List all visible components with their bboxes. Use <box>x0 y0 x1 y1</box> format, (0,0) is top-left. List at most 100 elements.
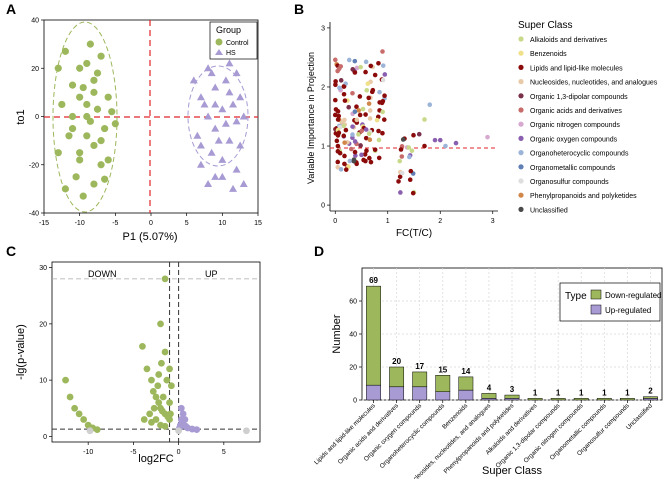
y-tick-label-a: -40 <box>29 211 39 218</box>
vip-point <box>357 94 363 99</box>
legend-title-a: Group <box>216 25 241 35</box>
vip-point <box>376 60 381 66</box>
panel-label-b: B <box>294 1 304 17</box>
x-tick-label-a: -10 <box>75 220 85 227</box>
bar-down-regulated <box>504 394 520 399</box>
vip-point <box>333 82 338 88</box>
legend-marker-b <box>518 178 524 184</box>
x-tick-label-a: 0 <box>149 220 153 227</box>
vip-point <box>367 116 373 121</box>
y-tick-label-c: 30 <box>39 265 47 272</box>
panel-label-d: D <box>314 243 324 259</box>
vip-point <box>335 117 341 122</box>
vip-point <box>407 177 413 183</box>
legend-label-b: Organic acids and derivatives <box>530 108 622 115</box>
vip-point <box>338 64 344 69</box>
legend-label-control: Control <box>226 40 249 47</box>
x-tick-label-a: 10 <box>218 220 226 227</box>
hs-point <box>218 155 227 163</box>
vip-point <box>338 167 344 172</box>
legend-label-b: Organic 1,3-dipolar compounds <box>530 94 628 101</box>
x-tick-label-b: 1 <box>386 218 390 225</box>
x-tick-label-a: -15 <box>39 220 49 227</box>
y-tick-label-b: 3 <box>321 25 325 32</box>
up-point <box>193 426 201 434</box>
vip-point <box>352 139 358 144</box>
vip-point <box>350 90 355 96</box>
vip-point <box>372 72 378 78</box>
control-point <box>111 120 119 128</box>
hs-point <box>204 64 213 72</box>
vip-point <box>363 59 369 65</box>
vip-point <box>368 63 374 69</box>
x-axis-label-c: log2FC <box>138 453 174 465</box>
vip-point <box>374 117 380 123</box>
legend-marker-hs <box>215 49 223 55</box>
legend-marker-b <box>518 79 524 85</box>
vip-point <box>357 112 363 118</box>
control-point <box>72 173 80 181</box>
down-point <box>166 399 173 407</box>
y-tick-label-d: 0 <box>353 398 357 405</box>
vip-point <box>356 108 361 113</box>
legend-marker-b <box>518 121 524 127</box>
vip-point <box>351 158 357 164</box>
vip-point <box>380 63 386 68</box>
vip-point <box>366 101 372 106</box>
bar-total-label: 3 <box>510 385 515 394</box>
bar-up-regulated <box>458 389 474 401</box>
vip-point <box>365 81 371 87</box>
vip-point <box>354 104 359 110</box>
hs-point <box>211 172 220 180</box>
vip-point <box>411 132 416 138</box>
x-tick-label-a: 5 <box>185 220 189 227</box>
control-point <box>93 105 102 113</box>
plot-area-c <box>51 261 261 443</box>
vip-point <box>335 159 341 165</box>
legend-label-b: Nucleosides, nucleotides, and analogues <box>530 80 658 87</box>
control-point <box>61 185 69 193</box>
vip-point <box>367 108 373 113</box>
bar-total-label: 2 <box>648 387 653 396</box>
vip-point <box>342 161 347 167</box>
vip-point <box>363 69 368 75</box>
x-tick-label-c: -10 <box>83 449 93 456</box>
legend-marker-b <box>518 192 524 198</box>
up-point <box>177 404 185 412</box>
control-point <box>54 149 62 157</box>
control-point <box>86 117 94 125</box>
bar-down-regulated <box>412 371 428 388</box>
down-point <box>140 416 148 423</box>
down-point <box>155 399 163 407</box>
control-point <box>65 132 73 140</box>
hs-point <box>218 172 227 180</box>
vip-point <box>363 127 369 132</box>
bar-total-label: 1 <box>556 388 561 397</box>
vip-point <box>358 64 363 70</box>
vip-point <box>372 147 378 152</box>
vip-point <box>427 102 433 107</box>
bar-down-regulated <box>550 398 566 401</box>
down-point <box>161 275 169 283</box>
x-tick-label-c: -5 <box>130 449 136 456</box>
down-point <box>163 376 171 384</box>
bar-total-label: 69 <box>369 276 378 285</box>
vip-point <box>347 158 353 164</box>
x-tick-label-c: 0 <box>177 449 181 456</box>
vip-point <box>335 109 341 114</box>
hs-point <box>236 93 245 101</box>
vip-point <box>341 123 346 129</box>
bar-down-regulated <box>435 375 451 392</box>
hs-point <box>193 131 202 139</box>
vip-point <box>416 131 422 137</box>
bar-total-label: 1 <box>625 388 630 397</box>
down-point <box>150 404 158 412</box>
hs-point <box>225 59 234 67</box>
hs-point <box>221 119 230 127</box>
down-point <box>157 320 164 328</box>
vip-point <box>399 170 405 176</box>
vip-point <box>422 143 427 149</box>
hs-point <box>196 141 205 149</box>
x-axis-label-b: FC(T/C) <box>396 228 432 239</box>
legend-swatch-down <box>590 289 602 300</box>
